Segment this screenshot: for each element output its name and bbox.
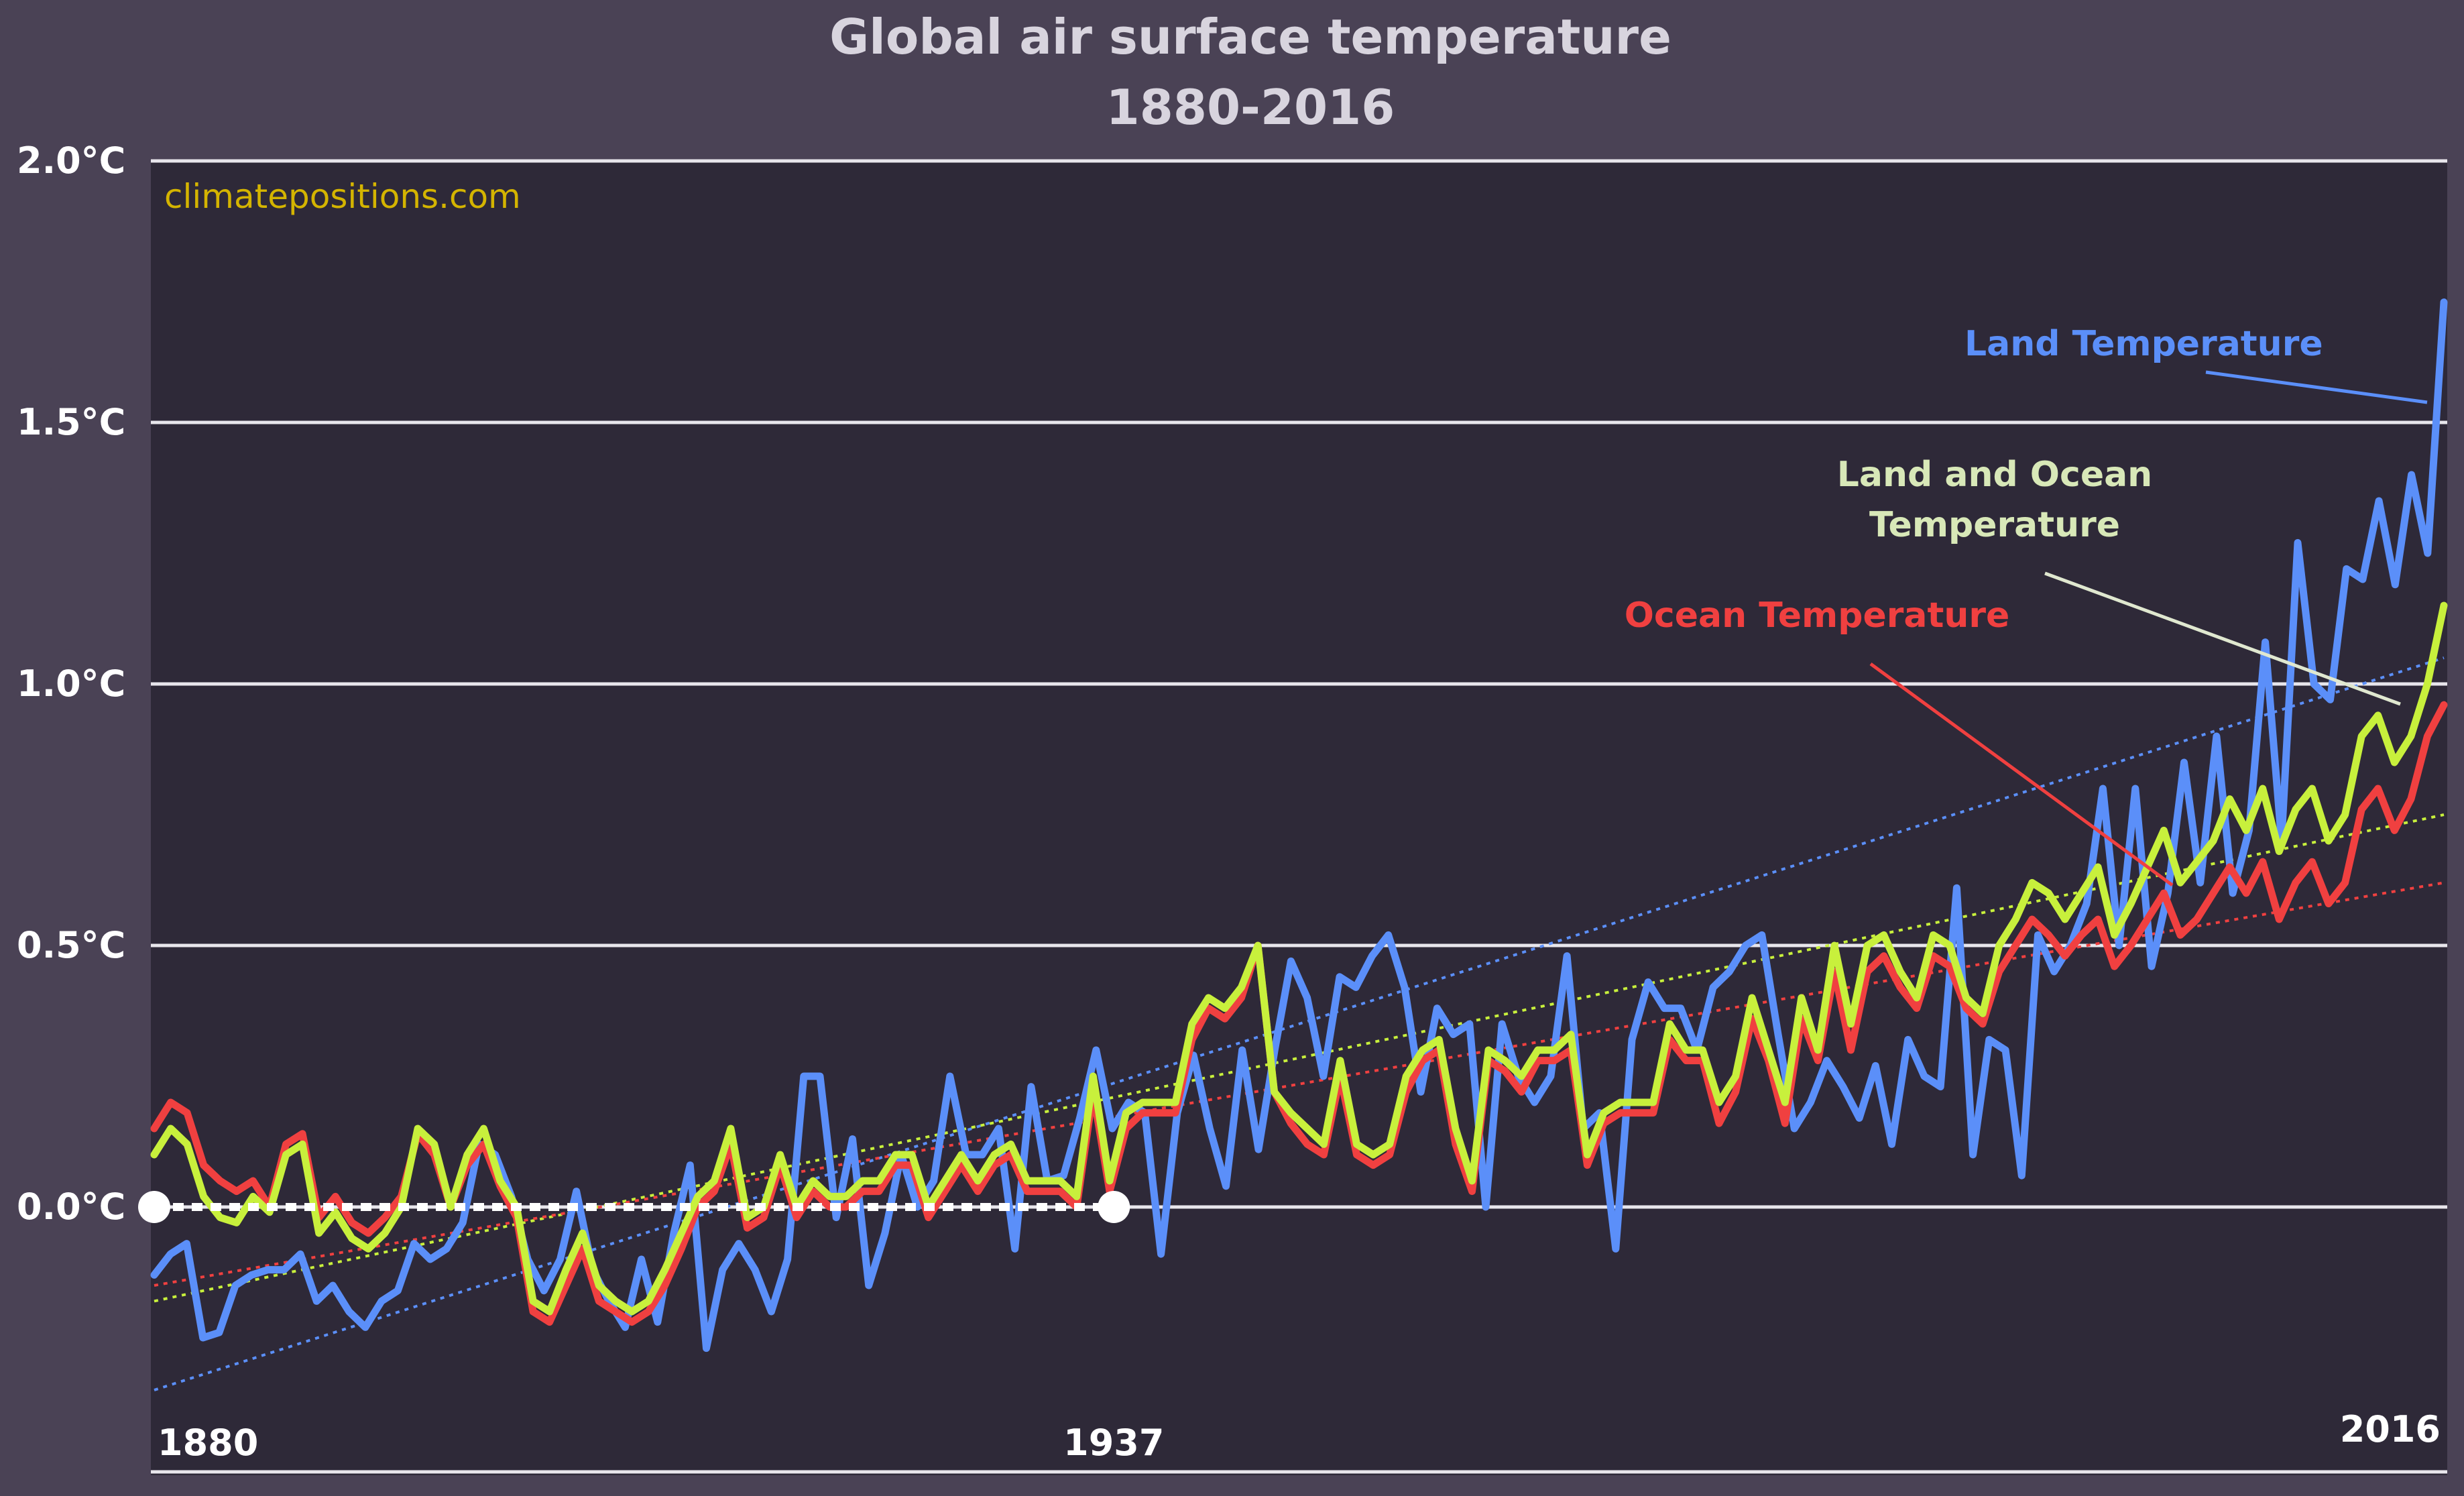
series-lines	[150, 298, 2448, 1353]
y-tick-label: 2.0°C	[17, 139, 125, 182]
series-line	[150, 601, 2448, 1316]
baseline-end-marker	[1098, 1191, 1130, 1223]
baseline-start-marker	[138, 1191, 170, 1223]
arrow-land	[2205, 370, 2428, 404]
x-axis-ticks: 1880 1937 2016	[158, 1408, 2441, 1464]
series-line	[150, 298, 2448, 1353]
x-tick-label: 1937	[1063, 1422, 1164, 1464]
annotation-land: Land Temperature	[1964, 324, 2323, 364]
y-axis-ticks: 0.0°C 0.5°C 1.0°C 1.5°C 2.0°C	[17, 139, 125, 1228]
annotation-ocean: Ocean Temperature	[1625, 595, 2010, 636]
plot-background	[151, 161, 2447, 1475]
annotation-land-ocean-line1: Land and Ocean	[1837, 455, 2152, 495]
series-line	[150, 701, 2448, 1326]
annotation-land-ocean-line2: Temperature	[1869, 505, 2120, 545]
chart-title: Global air surface temperature	[829, 9, 1671, 65]
y-tick-label: 0.5°C	[17, 924, 125, 966]
chart-subtitle: 1880-2016	[1106, 79, 1395, 135]
y-tick-label: 1.0°C	[17, 663, 125, 705]
watermark: climatepositions.com	[164, 177, 521, 216]
y-tick-label: 0.0°C	[17, 1186, 125, 1228]
baseline-1880-1937	[138, 1191, 1130, 1223]
arrow-ocean	[1869, 662, 2174, 887]
x-tick-label: 1880	[158, 1422, 258, 1464]
x-tick-label: 2016	[2340, 1408, 2441, 1450]
arrow-land-ocean	[2044, 571, 2401, 706]
trendline	[154, 656, 2445, 1391]
y-tick-label: 1.5°C	[17, 401, 125, 443]
